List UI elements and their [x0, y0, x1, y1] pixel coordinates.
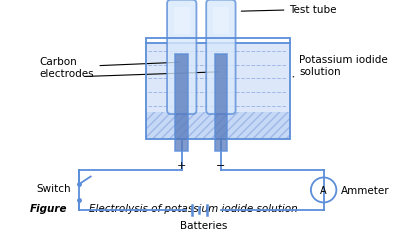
Text: Test tube: Test tube [240, 5, 336, 15]
Bar [173, 8, 189, 35]
Text: Electrolysis of potassium iodide solution: Electrolysis of potassium iodide solutio… [89, 203, 297, 213]
Bar [145, 44, 290, 113]
FancyBboxPatch shape [206, 1, 235, 115]
Text: Ammeter: Ammeter [340, 185, 389, 195]
Text: Potassium iodide
solution: Potassium iodide solution [292, 55, 387, 78]
Text: Figure: Figure [30, 203, 67, 213]
Bar [214, 55, 227, 151]
Text: A: A [319, 185, 326, 195]
Text: Carbon
electrodes: Carbon electrodes [40, 57, 178, 78]
Bar [175, 55, 188, 151]
Bar [213, 8, 228, 35]
Text: Batteries: Batteries [179, 220, 227, 230]
Text: Switch: Switch [36, 183, 71, 193]
Bar [145, 113, 290, 140]
Bar [145, 39, 290, 140]
Text: −: − [216, 161, 225, 170]
FancyBboxPatch shape [166, 1, 196, 115]
Text: +: + [177, 161, 186, 170]
